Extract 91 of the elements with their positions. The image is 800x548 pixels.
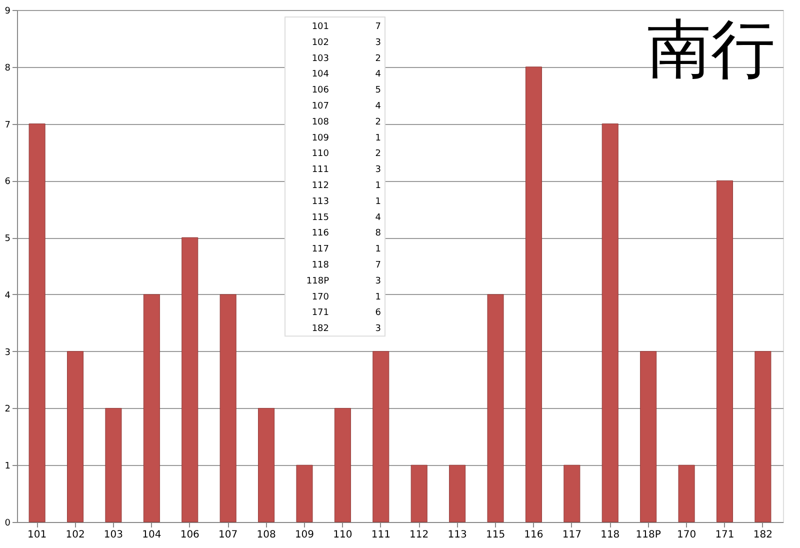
- annotation: 182: [312, 324, 329, 334]
- x-tick-label: 106: [180, 530, 200, 540]
- x-tick-label: 102: [66, 530, 85, 540]
- x-tick-label: 107: [218, 530, 238, 540]
- annotation: 170: [312, 292, 330, 302]
- x-tick-label: 113: [448, 530, 467, 540]
- annotation: 2: [375, 149, 381, 160]
- y-tick-label: 0: [4, 518, 11, 528]
- bar: [296, 464, 313, 522]
- annotation: 4: [375, 102, 382, 112]
- bar: [678, 464, 695, 522]
- annotation: 3: [375, 38, 381, 48]
- x-tick-label: 103: [104, 530, 124, 540]
- x-tick-label: 112: [410, 530, 429, 540]
- annotation: 6: [375, 308, 382, 318]
- annotation: 103: [312, 54, 329, 64]
- annotation: 7: [375, 260, 381, 270]
- annotation: 171: [312, 308, 329, 318]
- bar: [564, 464, 580, 522]
- annotation: 111: [312, 165, 329, 176]
- bar: [754, 351, 772, 522]
- x-tick-label: 111: [371, 530, 390, 540]
- annotation: 117: [312, 244, 329, 255]
- x-tick-label: 109: [294, 530, 314, 540]
- annotation: 102: [312, 38, 329, 48]
- annotation: 1: [375, 133, 381, 144]
- x-tick-label: 117: [562, 530, 582, 540]
- bar: [143, 294, 160, 522]
- bar: [716, 180, 733, 522]
- y-tick-label: 4: [4, 290, 11, 301]
- bar: [410, 464, 428, 522]
- x-tick-label: 116: [524, 530, 544, 540]
- x-tick-label: 110: [333, 530, 352, 540]
- annotation: 108: [312, 117, 330, 128]
- annotation: 116: [312, 228, 330, 239]
- y-tick-label: 2: [4, 404, 10, 415]
- x-tick-label: 118P: [636, 530, 661, 540]
- annotation: 3: [375, 165, 381, 176]
- x-tick-label: 182: [753, 530, 772, 540]
- y-tick-label: 1: [4, 462, 10, 472]
- bar: [602, 124, 618, 522]
- x-tick-label: 170: [676, 530, 696, 540]
- x-tick-label: 108: [256, 530, 276, 540]
- annotation: 118: [312, 260, 330, 270]
- annotation: 106: [312, 86, 330, 96]
- annotation: 110: [312, 149, 330, 160]
- bar: [372, 351, 390, 522]
- bar: [258, 408, 275, 522]
- annotation: 8: [375, 228, 382, 239]
- annotation: 113: [312, 196, 329, 207]
- bar: [640, 351, 657, 522]
- annotation: 5: [375, 86, 381, 96]
- annotation: 112: [312, 181, 329, 191]
- y-tick-label: 5: [4, 234, 10, 244]
- y-tick-label: 7: [4, 120, 10, 130]
- annotation: 4: [375, 212, 382, 223]
- annotation: 104: [312, 70, 330, 80]
- annotation: 3: [375, 324, 381, 334]
- y-tick-label: 9: [4, 6, 11, 16]
- annotation: 2: [375, 54, 381, 64]
- x-tick-label: 104: [142, 530, 162, 540]
- bar: [487, 294, 504, 522]
- annotation: 107: [312, 102, 329, 112]
- bar: [105, 408, 122, 522]
- annotation: 101: [312, 22, 329, 32]
- annotation: 2: [375, 117, 381, 128]
- y-tick-label: 6: [4, 177, 11, 188]
- annotation: 3: [375, 276, 381, 286]
- chart-title: 南行: [647, 13, 775, 87]
- bar: [220, 294, 236, 522]
- annotation: 1: [375, 292, 381, 302]
- x-tick-label: 171: [715, 530, 734, 540]
- bar: [525, 66, 542, 522]
- annotation: 1: [375, 181, 381, 191]
- bar: [449, 464, 466, 522]
- x-tick-label: 115: [486, 530, 506, 540]
- annotation: 7: [375, 22, 381, 32]
- y-tick-label: 8: [4, 63, 11, 74]
- annotation: 1: [375, 244, 381, 255]
- y-tick-label: 3: [4, 348, 10, 358]
- bar: [28, 124, 46, 522]
- annotation: 118P: [306, 276, 330, 286]
- annotation: 109: [312, 133, 330, 144]
- bar: [67, 351, 84, 522]
- annotation: 1: [375, 196, 381, 207]
- annotation: 4: [375, 70, 382, 80]
- annotation: 115: [312, 212, 329, 223]
- x-tick-label: 118: [600, 530, 620, 540]
- x-tick-label: 101: [28, 530, 47, 540]
- bar: [182, 237, 198, 522]
- bar: [334, 408, 351, 522]
